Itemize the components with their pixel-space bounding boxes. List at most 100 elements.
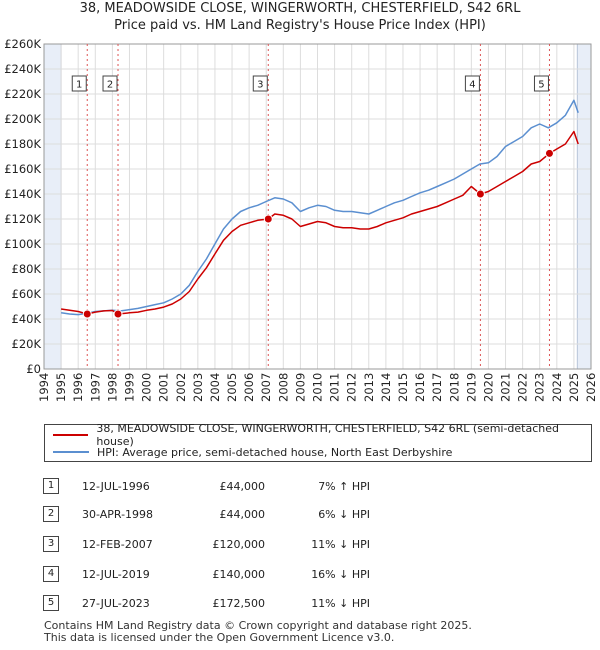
- y-tick-label: £0: [26, 362, 41, 376]
- transaction-price: £140,000: [212, 568, 266, 581]
- legend-item-hpi: HPI: Average price, semi-detached house,…: [53, 444, 452, 460]
- shaded-range: [577, 44, 591, 369]
- footer-licence: This data is licensed under the Open Gov…: [44, 631, 395, 644]
- chart-subtitle: Price paid vs. HM Land Registry's House …: [114, 18, 486, 33]
- transaction-number: 5: [43, 595, 59, 611]
- y-tick-label: £120K: [4, 212, 41, 226]
- y-tick-label: £80K: [12, 262, 42, 276]
- x-tick-label: 2011: [328, 373, 342, 402]
- transaction-number: 3: [43, 536, 59, 552]
- y-tick-label: £240K: [4, 62, 41, 76]
- x-tick-label: 2017: [430, 373, 444, 402]
- x-tick-label: 2020: [481, 373, 495, 402]
- x-tick-label: 2006: [242, 373, 256, 402]
- transaction-hpi: 11% ↓ HPI: [311, 538, 370, 551]
- x-tick-label: 1995: [54, 373, 68, 402]
- sale-marker-label: 3: [257, 80, 263, 91]
- x-tick-label: 2021: [499, 373, 513, 402]
- x-tick-label: 2010: [311, 373, 325, 402]
- transaction-price: £172,500: [212, 597, 266, 610]
- transaction-number: 1: [43, 478, 59, 494]
- chart-legend: 38, MEADOWSIDE CLOSE, WINGERWORTH, CHEST…: [44, 422, 592, 462]
- x-tick-label: 2004: [208, 373, 222, 402]
- y-tick-label: £220K: [4, 87, 41, 101]
- x-tick-label: 1996: [71, 373, 85, 402]
- x-tick-label: 2026: [584, 373, 598, 402]
- sale-marker-label: 1: [76, 80, 82, 91]
- sale-marker-box: [464, 75, 480, 92]
- x-tick-label: 2013: [362, 373, 376, 402]
- transaction-date: 27-JUL-2023: [82, 597, 150, 610]
- x-tick-label: 1999: [122, 373, 136, 402]
- price-chart: £0 £20K £40K £60K £80K £100K £120K £140K £160K £1…: [4, 37, 598, 402]
- x-tick-label: 2001: [157, 373, 171, 402]
- table-row: 4 12-JUL-2019 £140,000 16% ↓ HPI: [0, 566, 600, 586]
- legend-swatch-red: [53, 434, 89, 436]
- legend-label-property: 38, MEADOWSIDE CLOSE, WINGERWORTH, CHEST…: [96, 422, 560, 448]
- x-tick-label: 2014: [379, 373, 393, 402]
- x-tick-label: 2003: [191, 373, 205, 402]
- sale-marker-dot: [475, 189, 485, 199]
- hpi-series-line: [60, 99, 579, 316]
- legend-swatch-blue: [53, 451, 89, 453]
- plot-frame: [43, 43, 592, 370]
- sale-marker-dot: [113, 309, 123, 319]
- table-row: 2 30-APR-1998 £44,000 6% ↓ HPI: [0, 506, 600, 526]
- x-tick-label: 2008: [276, 373, 290, 402]
- x-tick-label: 2023: [533, 373, 547, 402]
- transaction-date: 12-JUL-2019: [82, 568, 150, 581]
- table-row: 5 27-JUL-2023 £172,500 11% ↓ HPI: [0, 595, 600, 615]
- x-tick-label: 2009: [293, 373, 307, 402]
- y-tick-label: £140K: [4, 187, 41, 201]
- y-tick-label: £100K: [4, 237, 41, 251]
- x-tick-label: 2005: [225, 373, 239, 402]
- sale-marker-label: 4: [469, 80, 475, 91]
- shaded-range: [44, 44, 62, 369]
- x-tick-label: 2015: [396, 373, 410, 402]
- x-tick-label: 1997: [88, 373, 102, 402]
- transaction-price: £44,000: [219, 480, 266, 493]
- footer-copyright: Contains HM Land Registry data © Crown c…: [44, 619, 472, 632]
- x-tick-label: 2016: [413, 373, 427, 402]
- x-tick-label: 2019: [464, 373, 478, 402]
- transaction-number: 2: [43, 506, 59, 522]
- y-tick-label: £200K: [4, 112, 41, 126]
- x-tick-label: 1998: [105, 373, 119, 402]
- x-tick-label: 2012: [345, 373, 359, 402]
- chart-title: 38, MEADOWSIDE CLOSE, WINGERWORTH, CHEST…: [79, 1, 521, 16]
- sale-marker-box: [252, 75, 268, 92]
- sale-marker-label: 5: [538, 80, 544, 91]
- y-tick-label: £160K: [4, 162, 41, 176]
- y-tick-label: £60K: [12, 287, 42, 301]
- x-tick-label: 2000: [140, 373, 154, 402]
- transaction-date: 30-APR-1998: [82, 508, 154, 521]
- transaction-hpi: 11% ↓ HPI: [311, 597, 370, 610]
- transaction-date: 12-JUL-1996: [82, 480, 150, 493]
- y-tick-label: £260K: [4, 37, 41, 51]
- y-tick-label: £20K: [12, 337, 42, 351]
- sale-marker-box: [533, 75, 549, 92]
- y-tick-label: £180K: [4, 137, 41, 151]
- transaction-price: £120,000: [212, 538, 266, 551]
- x-tick-label: 2024: [550, 373, 564, 402]
- table-row: 1 12-JUL-1996 £44,000 7% ↑ HPI: [0, 478, 600, 498]
- transaction-hpi: 16% ↓ HPI: [311, 568, 370, 581]
- sale-marker-box: [102, 75, 118, 92]
- legend-item-property: 38, MEADOWSIDE CLOSE, WINGERWORTH, CHEST…: [53, 422, 591, 448]
- table-row: 3 12-FEB-2007 £120,000 11% ↓ HPI: [0, 536, 600, 556]
- transaction-hpi: 6% ↓ HPI: [318, 508, 370, 521]
- transaction-number: 4: [43, 566, 59, 582]
- transaction-hpi: 7% ↑ HPI: [318, 480, 370, 493]
- footer: Contains HM Land Registry data © Crown c…: [44, 620, 472, 644]
- property-series-line: [60, 130, 579, 315]
- transaction-date: 12-FEB-2007: [82, 538, 153, 551]
- x-tick-label: 2002: [174, 373, 188, 402]
- x-tick-label: 2007: [259, 373, 273, 402]
- sale-marker-dot: [544, 148, 554, 158]
- y-tick-label: £40K: [12, 312, 42, 326]
- sale-marker-dot: [263, 214, 273, 224]
- transaction-price: £44,000: [219, 508, 266, 521]
- sale-marker-box: [71, 75, 87, 92]
- sale-marker-label: 2: [107, 80, 113, 91]
- x-tick-label: 2022: [516, 373, 530, 402]
